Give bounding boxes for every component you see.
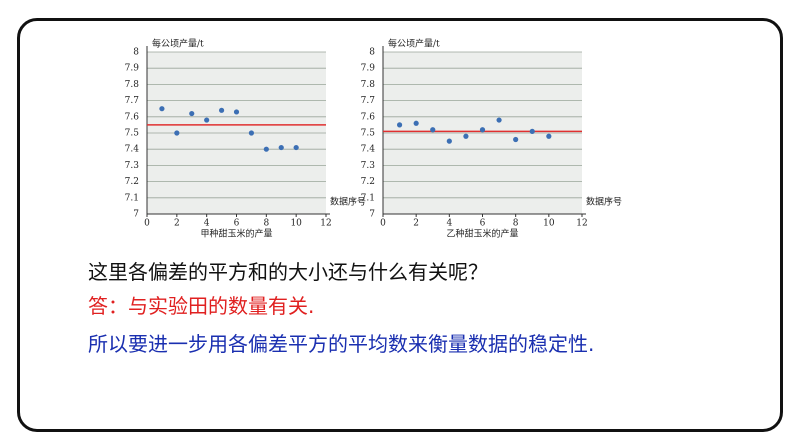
- point: [446, 138, 452, 144]
- point: [263, 146, 269, 152]
- charts: 7 7.1 7.2 7.3 7.4 7.5 7.6 7.7 7.8 7.9 8 0 2 4 6 8 10 12 每公…: [125, 38, 622, 240]
- x-tick-label: 4: [446, 219, 452, 229]
- x-tick-label: 10: [543, 219, 555, 229]
- y-tick-label: 7.5: [125, 129, 140, 139]
- y-tick-label: 7.3: [361, 161, 376, 171]
- x-tick-label: 2: [174, 219, 180, 229]
- point: [233, 109, 240, 115]
- point: [293, 144, 299, 151]
- y-tick-label: 7.4: [125, 145, 140, 155]
- y-tick-label: 7.3: [125, 161, 140, 171]
- y-tick-label: 7.7: [361, 96, 376, 106]
- x-axis-label: 数据序号: [330, 196, 366, 208]
- y-tick-label: 7.8: [125, 80, 140, 90]
- point: [430, 127, 436, 133]
- y-tick-label: 7.9: [125, 64, 140, 74]
- x-tick-label: 12: [576, 219, 587, 229]
- x-tick-label: 6: [480, 219, 486, 229]
- chart-caption: 乙种甜玉米的产量: [446, 228, 518, 240]
- chart-caption: 甲种甜玉米的产量: [200, 228, 272, 240]
- y-tick-label: 7.2: [125, 177, 139, 187]
- x-tick-label: 8: [263, 219, 269, 229]
- x-tick-label: 6: [234, 219, 240, 229]
- y-tick-label: 7.6: [125, 112, 140, 122]
- x-axis-label: 数据序号: [586, 196, 622, 208]
- point: [174, 130, 180, 136]
- y-tick-label: 7.6: [361, 112, 376, 122]
- y-tick-label: 7.9: [361, 64, 376, 74]
- x-tick-label: 0: [144, 219, 150, 229]
- question: 这里各偏差的平方和的大小还与什么有关呢？: [88, 260, 488, 284]
- y-axis-label: 每公顷产量/t: [152, 38, 204, 50]
- y-tick-label: 7.2: [361, 177, 375, 187]
- y-tick-label: 7.1: [125, 193, 139, 203]
- point: [463, 133, 469, 139]
- x-tick-label: 2: [413, 219, 419, 229]
- point: [204, 117, 210, 123]
- y-tick-label: 7: [133, 210, 139, 220]
- point: [159, 106, 165, 112]
- point: [479, 127, 486, 133]
- x-tick-label: 0: [380, 219, 386, 229]
- y-tick-label: 8: [369, 48, 375, 58]
- x-tick-label: 4: [204, 219, 210, 229]
- point: [513, 136, 519, 143]
- point: [396, 122, 403, 128]
- x-tick-label: 8: [513, 219, 519, 229]
- point: [278, 144, 284, 151]
- x-tick-label: 12: [320, 219, 331, 229]
- point: [413, 120, 419, 126]
- y-tick-label: 7.1: [361, 193, 375, 203]
- point: [546, 133, 552, 139]
- point: [496, 117, 502, 123]
- y-tick-label: 8: [133, 48, 139, 58]
- point: [189, 110, 195, 117]
- point: [529, 128, 535, 134]
- answer: 答：与实验田的数量有关.: [88, 294, 315, 318]
- point: [218, 107, 225, 113]
- x-tick-label: 10: [290, 219, 302, 229]
- slide-frame: [17, 18, 783, 432]
- y-axis-label: 每公顷产量/t: [388, 38, 440, 50]
- y-tick-label: 7: [369, 210, 375, 220]
- conclusion: 所以要进一步用各偏差平方的平均数来衡量数据的稳定性.: [88, 332, 595, 356]
- y-tick-label: 7.4: [361, 145, 376, 155]
- y-tick-label: 7.8: [361, 80, 376, 90]
- y-tick-label: 7.7: [125, 96, 140, 106]
- point: [248, 130, 255, 136]
- y-tick-label: 7.5: [361, 129, 376, 139]
